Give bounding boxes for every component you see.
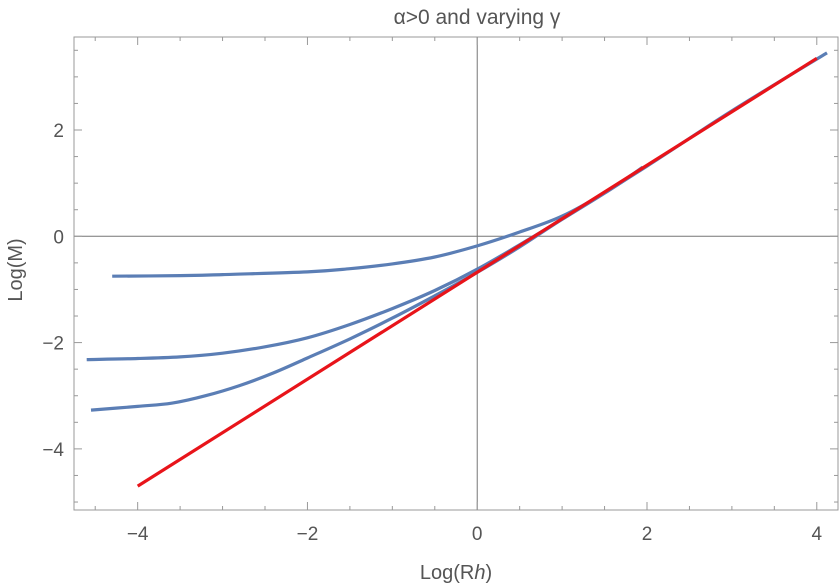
y-tick-label: −4 (42, 440, 64, 461)
series-line-4 (136, 56, 818, 488)
axes: −4 −2 0 2 4 −4 −2 0 2 (42, 36, 839, 545)
series-layer (86, 51, 828, 488)
labels-layer: α>0 and varying γ Log(Rh) Log(M) (5, 6, 561, 584)
x-axis-title-main: Log(R (420, 562, 474, 584)
y-tick-label: −2 (42, 334, 64, 355)
x-axis-title: Log(Rh) (420, 562, 492, 584)
x-tick-label: −2 (297, 524, 319, 545)
series-line-1 (112, 165, 644, 278)
y-tick-label: 0 (53, 227, 64, 248)
x-tick-label: −4 (127, 524, 149, 545)
y-axis-title: Log(M) (5, 238, 27, 301)
y-tick-label: 2 (53, 121, 64, 142)
x-axis-title-sub: h (474, 562, 485, 584)
chart-title: α>0 and varying γ (394, 6, 561, 29)
x-tick-label: 4 (811, 524, 822, 545)
x-tick-label: 2 (642, 524, 653, 545)
x-axis-title-end: ) (485, 562, 492, 584)
x-tick-label: 0 (472, 524, 483, 545)
plot-frame (73, 36, 839, 511)
